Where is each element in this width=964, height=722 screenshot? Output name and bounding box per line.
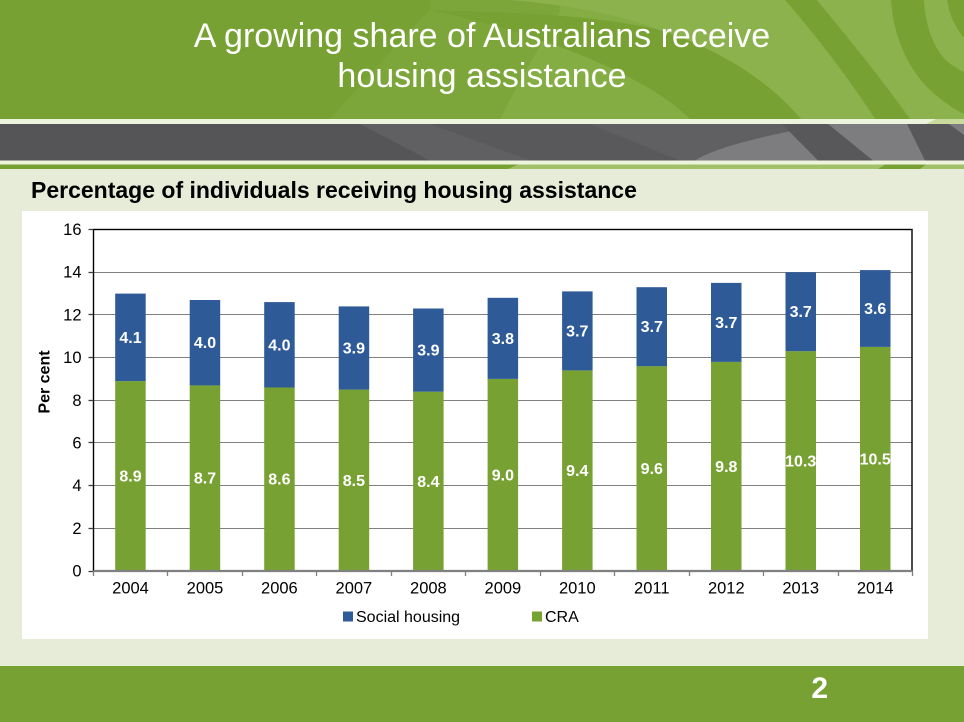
svg-text:2012: 2012 bbox=[708, 580, 745, 598]
svg-text:10.3: 10.3 bbox=[785, 454, 816, 471]
svg-text:8.4: 8.4 bbox=[417, 474, 439, 491]
svg-text:14: 14 bbox=[63, 264, 81, 282]
svg-text:2007: 2007 bbox=[336, 580, 373, 598]
svg-text:2: 2 bbox=[72, 520, 81, 538]
svg-text:2011: 2011 bbox=[634, 580, 669, 598]
svg-text:3.9: 3.9 bbox=[417, 343, 439, 360]
svg-text:9.6: 9.6 bbox=[641, 461, 663, 478]
svg-text:8.5: 8.5 bbox=[343, 473, 365, 490]
svg-text:3.9: 3.9 bbox=[343, 341, 365, 358]
svg-text:16: 16 bbox=[63, 221, 81, 239]
svg-text:3.7: 3.7 bbox=[715, 315, 737, 332]
svg-text:10.5: 10.5 bbox=[860, 452, 891, 469]
svg-text:3.7: 3.7 bbox=[641, 319, 663, 336]
svg-text:Social housing: Social housing bbox=[356, 609, 460, 626]
svg-text:3.7: 3.7 bbox=[566, 323, 588, 340]
svg-text:9.0: 9.0 bbox=[492, 468, 514, 485]
svg-text:10: 10 bbox=[63, 349, 81, 367]
svg-text:8.7: 8.7 bbox=[194, 471, 216, 488]
svg-text:8.9: 8.9 bbox=[119, 469, 141, 486]
svg-text:Per cent: Per cent bbox=[37, 350, 54, 414]
svg-text:0: 0 bbox=[72, 563, 81, 581]
svg-text:2009: 2009 bbox=[485, 580, 522, 598]
svg-text:4.0: 4.0 bbox=[268, 337, 290, 354]
svg-text:2004: 2004 bbox=[112, 580, 149, 598]
svg-text:3.7: 3.7 bbox=[790, 304, 812, 321]
svg-text:9.4: 9.4 bbox=[566, 463, 588, 480]
svg-text:2013: 2013 bbox=[782, 580, 819, 598]
svg-text:4: 4 bbox=[72, 477, 81, 495]
svg-text:4.0: 4.0 bbox=[194, 335, 216, 352]
svg-text:2005: 2005 bbox=[187, 580, 224, 598]
svg-text:12: 12 bbox=[63, 306, 81, 324]
svg-text:2008: 2008 bbox=[410, 580, 447, 598]
svg-text:2014: 2014 bbox=[857, 580, 894, 598]
svg-text:CRA: CRA bbox=[545, 609, 579, 626]
svg-text:8.6: 8.6 bbox=[268, 472, 290, 489]
svg-text:8: 8 bbox=[72, 392, 81, 410]
svg-text:2006: 2006 bbox=[261, 580, 298, 598]
svg-text:6: 6 bbox=[72, 435, 81, 453]
svg-text:4.1: 4.1 bbox=[119, 330, 141, 347]
svg-text:3.8: 3.8 bbox=[492, 331, 514, 348]
svg-text:2010: 2010 bbox=[559, 580, 596, 598]
svg-text:9.8: 9.8 bbox=[715, 459, 737, 476]
svg-text:3.6: 3.6 bbox=[864, 301, 886, 318]
